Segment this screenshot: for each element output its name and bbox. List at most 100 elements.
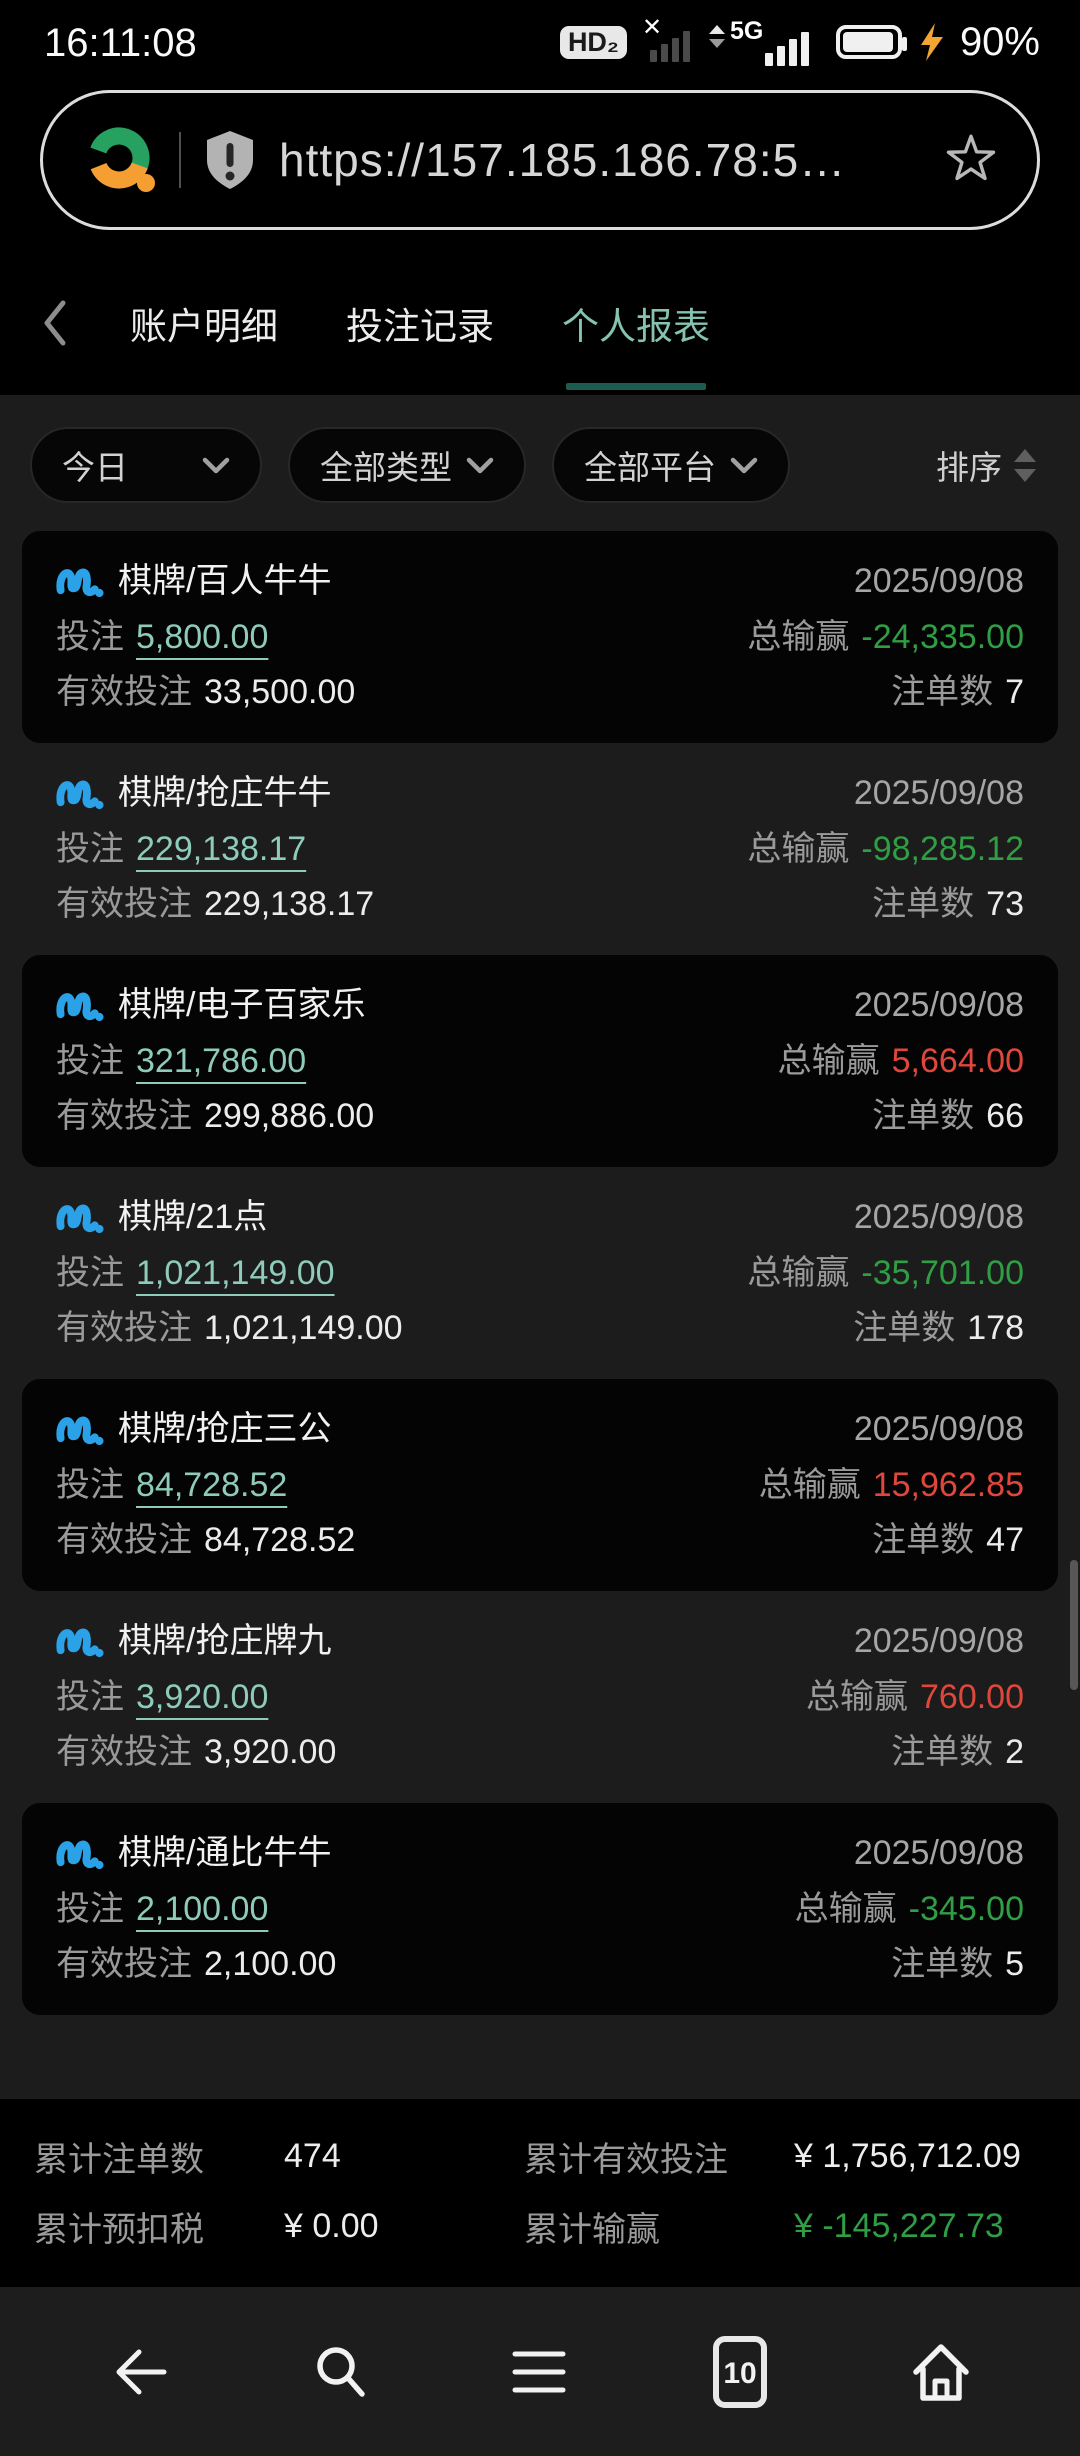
address-bar[interactable]: https://157.185.186.78:5… (40, 90, 1040, 230)
report-date: 2025/09/08 (853, 1834, 1024, 1872)
valid-bet-amount: 33,500.00 (204, 673, 356, 712)
game-title: 棋牌/通比牛牛 (56, 1833, 331, 1874)
valid-bet-amount: 299,886.00 (204, 1097, 375, 1136)
hd2-badge-icon: HD₂ (559, 25, 627, 59)
total-valid-bet-value: ¥ 1,756,712.09 (794, 2136, 1021, 2175)
order-count: 5 (1005, 1945, 1024, 1984)
order-count: 7 (1005, 673, 1024, 712)
no-signal-icon: ✕ (642, 16, 694, 64)
tab-bet-records[interactable]: 投注记录 (346, 305, 494, 347)
report-date: 2025/09/08 (853, 986, 1024, 1024)
total-valid-bet-label: 累计有效投注 (524, 2140, 728, 2179)
battery-icon (835, 25, 907, 59)
total-withheld-tax-label: 累计预扣税 (34, 2210, 204, 2249)
back-arrow-icon[interactable] (106, 2344, 172, 2400)
report-card[interactable]: 棋牌/电子百家乐 2025/09/08 投注 321,786.00 总输赢 5,66… (22, 955, 1058, 1167)
report-card[interactable]: 棋牌/百人牛牛 2025/09/08 投注 5,800.00 总输赢 -24,335… (22, 531, 1058, 743)
game-title: 棋牌/抢庄牌九 (56, 1621, 331, 1662)
wl-blue-logo-icon (56, 569, 104, 598)
menu-icon[interactable] (507, 2344, 571, 2400)
order-count: 178 (967, 1309, 1024, 1348)
search-icon[interactable] (310, 2342, 370, 2402)
game-title: 棋牌/抢庄三公 (56, 1409, 331, 1450)
platform-filter-dropdown[interactable]: 全部平台 (552, 427, 790, 503)
report-date: 2025/09/08 (853, 1410, 1024, 1448)
report-card[interactable]: 棋牌/21点 2025/09/08 投注 1,021,149.00 总输赢 -35,… (56, 1197, 1024, 1348)
tab-count-icon[interactable]: 10 (709, 2335, 771, 2409)
wl-blue-logo-icon (56, 1841, 104, 1870)
report-date: 2025/09/08 (853, 1622, 1024, 1660)
order-count: 2 (1005, 1733, 1024, 1772)
total-orders-value: 474 (284, 2136, 341, 2175)
game-title: 棋牌/21点 (56, 1197, 267, 1238)
clock: 16:11:08 (44, 21, 197, 65)
report-card[interactable]: 棋牌/通比牛牛 2025/09/08 投注 2,100.00 总输赢 -345.00… (22, 1803, 1058, 2015)
bet-amount-link[interactable]: 321,786.00 (136, 1041, 307, 1080)
game-title: 棋牌/百人牛牛 (56, 561, 331, 602)
chevron-down-icon (730, 457, 758, 473)
report-date: 2025/09/08 (853, 774, 1024, 812)
sort-control[interactable]: 排序 (936, 441, 1050, 489)
game-title: 棋牌/电子百家乐 (56, 985, 365, 1026)
tab-account-details[interactable]: 账户明细 (130, 305, 278, 347)
spacer (0, 2015, 1080, 2099)
bookmark-star-icon[interactable] (943, 132, 999, 188)
win-amount: -98,285.12 (861, 829, 1024, 868)
report-content: 今日 全部类型 全部平台 排序 (0, 395, 1080, 2287)
date-filter-dropdown[interactable]: 今日 (30, 427, 262, 503)
total-orders-label: 累计注单数 (34, 2140, 204, 2179)
browser-logo-icon (88, 127, 155, 192)
status-bar: 16:11:08 HD₂ ✕ 5G 90% (0, 0, 1080, 70)
game-title: 棋牌/抢庄牛牛 (56, 773, 331, 814)
report-card[interactable]: 棋牌/抢庄牌九 2025/09/08 投注 3,920.00 总输赢 760.00 … (56, 1621, 1024, 1772)
valid-bet-amount: 84,728.52 (204, 1521, 356, 1560)
signal-5g-icon: 5G (708, 18, 821, 66)
bet-amount-link[interactable]: 1,021,149.00 (136, 1253, 335, 1292)
divider (179, 132, 181, 188)
bet-amount-link[interactable]: 84,728.52 (136, 1465, 288, 1504)
total-win-loss-value: ¥ -145,227.73 (794, 2206, 1004, 2245)
svg-text:10: 10 (723, 2357, 756, 2390)
sort-arrows-icon (1014, 448, 1036, 482)
win-amount: -345.00 (908, 1889, 1024, 1928)
win-amount: 15,962.85 (872, 1465, 1024, 1504)
report-date: 2025/09/08 (853, 1198, 1024, 1236)
chevron-down-icon (202, 457, 230, 473)
win-amount: -35,701.00 (861, 1253, 1024, 1292)
bet-amount-link[interactable]: 2,100.00 (136, 1889, 269, 1928)
valid-bet-amount: 229,138.17 (204, 885, 375, 924)
charging-bolt-icon (920, 23, 943, 61)
wl-blue-logo-icon (56, 1205, 104, 1234)
summary-panel: 累计注单数 474 累计有效投注 ¥ 1,756,712.09 累计预扣税 ¥ … (0, 2099, 1080, 2287)
wl-blue-logo-icon (56, 1417, 104, 1446)
bet-amount-link[interactable]: 5,800.00 (136, 617, 269, 656)
valid-bet-amount: 3,920.00 (204, 1733, 337, 1772)
order-count: 47 (986, 1521, 1024, 1560)
tab-personal-report[interactable]: 个人报表 (562, 250, 710, 395)
scrollbar[interactable] (1070, 1560, 1078, 1690)
win-amount: 5,664.00 (891, 1041, 1024, 1080)
home-icon[interactable] (908, 2340, 974, 2404)
url-text[interactable]: https://157.185.186.78:5… (279, 134, 847, 186)
order-count: 73 (986, 885, 1024, 924)
bet-amount-link[interactable]: 229,138.17 (136, 829, 307, 868)
wl-blue-logo-icon (56, 781, 104, 810)
shield-warning-icon[interactable] (203, 129, 257, 191)
valid-bet-amount: 2,100.00 (204, 1945, 337, 1984)
report-card[interactable]: 棋牌/抢庄三公 2025/09/08 投注 84,728.52 总输赢 15,962… (22, 1379, 1058, 1591)
total-win-loss-label: 累计输赢 (524, 2210, 660, 2249)
wl-blue-logo-icon (56, 1629, 104, 1658)
total-withheld-tax-value: ¥ 0.00 (284, 2206, 379, 2245)
win-amount: -24,335.00 (861, 617, 1024, 656)
bet-amount-link[interactable]: 3,920.00 (136, 1677, 269, 1716)
wl-blue-logo-icon (56, 993, 104, 1022)
browser-toolbar: https://157.185.186.78:5… (0, 70, 1080, 250)
report-card[interactable]: 棋牌/抢庄牛牛 2025/09/08 投注 229,138.17 总输赢 -98,2… (56, 773, 1024, 924)
valid-bet-amount: 1,021,149.00 (204, 1309, 403, 1348)
battery-percent: 90% (959, 19, 1040, 64)
page-tab-bar: 账户明细 投注记录 个人报表 (0, 250, 1080, 395)
chevron-left-icon[interactable] (40, 250, 70, 395)
type-filter-dropdown[interactable]: 全部类型 (288, 427, 526, 503)
report-list: 棋牌/百人牛牛 2025/09/08 投注 5,800.00 总输赢 -24,335… (0, 531, 1080, 2015)
order-count: 66 (986, 1097, 1024, 1136)
